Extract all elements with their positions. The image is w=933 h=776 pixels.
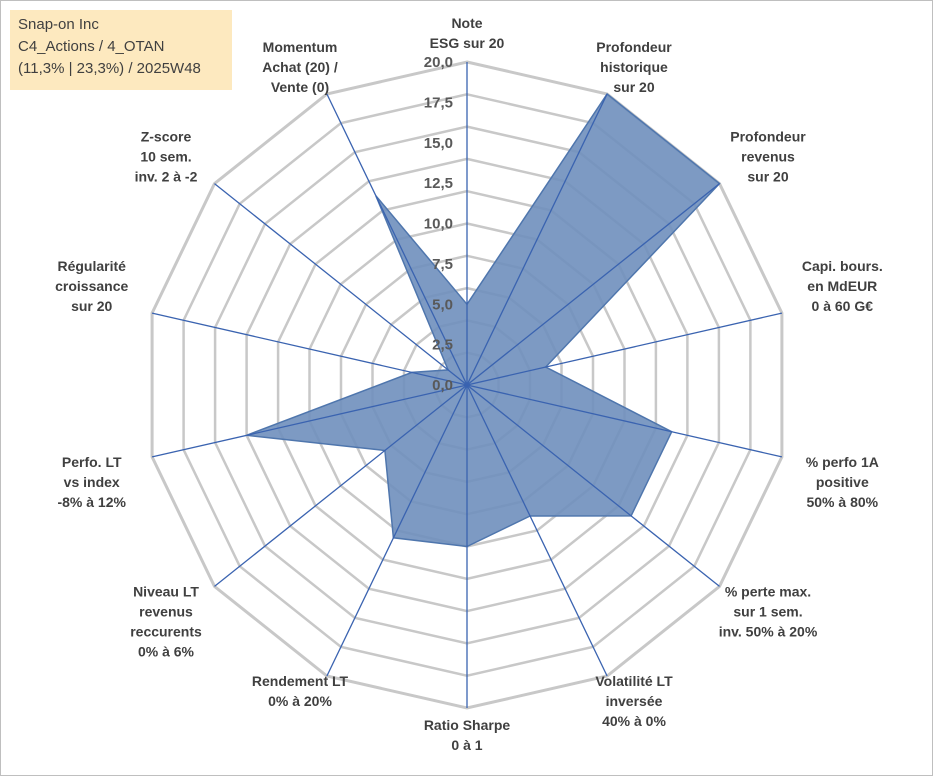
tick-label: 20,0	[424, 54, 453, 71]
axis-label-13: Momentum	[263, 39, 338, 55]
performance-week: (11,3% | 23,3%) / 2025W48	[18, 60, 201, 77]
axis-label-9: 0% à 6%	[138, 643, 195, 659]
tick-label: 17,5	[424, 94, 453, 111]
tick-label: 5,0	[432, 296, 453, 313]
axis-label-13: Achat (20) /	[262, 59, 338, 75]
spoke-2	[466, 183, 720, 386]
axis-label-6: inversée	[606, 693, 663, 709]
tick-label: 12,5	[424, 175, 453, 192]
axis-label-5: % perte max.	[725, 583, 811, 599]
axis-label-0: Note	[451, 15, 482, 31]
axis-label-layer: Note ESG sur 20 Profondeur historique sur 20…	[55, 15, 883, 753]
axis-label-10: Perfo. LT	[62, 454, 122, 470]
tick-label: 0,0	[432, 377, 453, 394]
portfolio-name: C4_Actions / 4_OTAN	[18, 38, 165, 55]
spoke-9	[214, 384, 468, 587]
company-name: Snap-on Inc	[18, 16, 99, 33]
axis-label-7: 0 à 1	[451, 737, 482, 753]
axis-label-11: croissance	[55, 278, 128, 294]
axis-label-1: Profondeur	[596, 39, 672, 55]
axis-label-11: Régularité	[57, 258, 126, 274]
axis-label-5: inv. 50% à 20%	[719, 623, 818, 639]
axis-label-0: ESG sur 20	[430, 35, 505, 51]
axis-label-8: 0% à 20%	[268, 693, 332, 709]
info-box: Snap-on Inc C4_Actions / 4_OTAN (11,3% |…	[10, 10, 232, 90]
tick-label-layer: 0,0 2,5 5,0 7,5 10,0 12,5 15,0 17,5 20,0	[424, 54, 453, 394]
axis-label-10: -8% à 12%	[57, 494, 126, 510]
axis-label-12: Z-score	[141, 129, 192, 145]
spoke-layer	[151, 62, 783, 708]
spoke-8	[326, 384, 468, 677]
axis-label-4: % perfo 1A	[806, 454, 879, 470]
tick-label: 10,0	[424, 216, 453, 233]
axis-label-8: Rendement LT	[252, 673, 349, 689]
axis-label-2: sur 20	[747, 169, 788, 185]
axis-label-9: Niveau LT	[133, 583, 199, 599]
axis-label-5: sur 1 sem.	[733, 603, 802, 619]
axis-label-11: sur 20	[71, 298, 112, 314]
axis-label-12: 10 sem.	[140, 149, 191, 165]
axis-label-10: vs index	[64, 474, 120, 490]
tick-label: 15,0	[424, 135, 453, 152]
axis-label-13: Vente (0)	[271, 79, 329, 95]
spoke-5	[466, 384, 720, 587]
axis-label-3: Capi. bours.	[802, 258, 883, 274]
axis-label-1: historique	[600, 59, 668, 75]
axis-label-9: revenus	[139, 603, 193, 619]
spoke-13	[326, 93, 468, 386]
axis-label-2: Profondeur	[730, 129, 806, 145]
axis-label-6: 40% à 0%	[602, 713, 666, 729]
spoke-1	[466, 93, 608, 386]
spoke-4	[466, 384, 783, 458]
axis-label-1: sur 20	[613, 79, 654, 95]
axis-label-3: en MdEUR	[807, 278, 877, 294]
spoke-3	[466, 312, 783, 386]
axis-label-9: reccurents	[130, 623, 202, 639]
axis-label-12: inv. 2 à -2	[135, 169, 198, 185]
axis-label-4: 50% à 80%	[806, 494, 878, 510]
tick-label: 2,5	[432, 337, 453, 354]
axis-label-7: Ratio Sharpe	[424, 717, 511, 733]
tick-label: 7,5	[432, 256, 453, 273]
axis-label-2: revenus	[741, 149, 795, 165]
axis-label-6: Volatilité LT	[595, 673, 673, 689]
spoke-12	[214, 183, 468, 386]
spoke-11	[151, 312, 468, 386]
spoke-6	[466, 384, 608, 677]
spoke-10	[151, 384, 468, 458]
axis-label-3: 0 à 60 G€	[812, 298, 874, 314]
axis-label-4: positive	[816, 474, 869, 490]
